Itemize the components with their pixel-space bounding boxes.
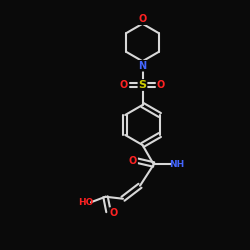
- Text: N: N: [138, 61, 146, 71]
- Text: O: O: [157, 80, 165, 90]
- Text: O: O: [110, 208, 118, 218]
- Text: S: S: [138, 80, 146, 90]
- Text: O: O: [129, 156, 137, 166]
- Text: HO: HO: [78, 198, 93, 207]
- Text: NH: NH: [169, 160, 184, 169]
- Text: O: O: [138, 14, 146, 24]
- Text: O: O: [120, 80, 128, 90]
